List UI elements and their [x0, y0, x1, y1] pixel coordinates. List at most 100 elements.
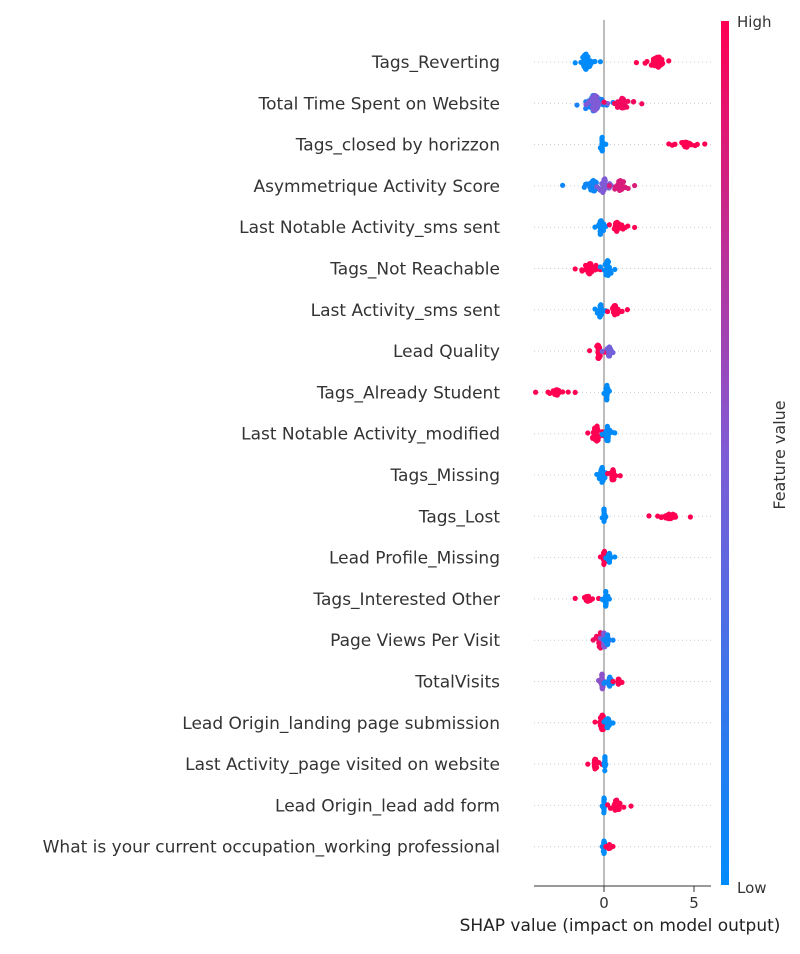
shap-point — [617, 473, 623, 479]
shap-point — [672, 512, 678, 518]
feature-label: Lead Origin_landing page submission — [182, 714, 500, 734]
colorbar: High Low Feature value — [721, 13, 789, 897]
shap-point — [596, 354, 602, 360]
feature-label: Last Activity_page visited on website — [185, 755, 500, 775]
shap-point — [586, 98, 593, 105]
feature-label: Tags_Already Student — [316, 383, 500, 403]
shap-point — [599, 686, 606, 692]
shap-point — [604, 259, 610, 265]
feature-label: Last Activity_sms sent — [311, 301, 501, 321]
shap-point — [622, 224, 628, 231]
shap-point — [593, 99, 599, 105]
shap-point — [614, 101, 620, 107]
shap-point — [667, 515, 674, 522]
shap-point — [587, 262, 593, 268]
shap-point — [600, 475, 606, 481]
shap-point — [602, 762, 608, 768]
shap-point — [612, 266, 618, 273]
shap-point — [658, 514, 664, 521]
shap-point — [572, 266, 578, 272]
shap-point — [605, 308, 611, 315]
feature-label: TotalVisits — [414, 673, 500, 693]
shap-point — [607, 674, 613, 680]
shap-point — [613, 798, 620, 804]
shap-point — [597, 719, 603, 725]
shap-point — [600, 848, 606, 854]
shap-point — [597, 218, 603, 224]
shap-point — [581, 184, 587, 190]
colorbar-title: Feature value — [770, 400, 789, 509]
shap-point — [605, 593, 611, 599]
shap-point — [604, 385, 610, 391]
shap-point — [585, 594, 591, 600]
shap-point — [687, 514, 694, 520]
shap-point — [533, 389, 539, 395]
shap-point — [599, 674, 605, 680]
shap-point — [605, 432, 611, 438]
shap-point — [603, 598, 609, 604]
shap-point — [630, 99, 637, 105]
colorbar-high-label: High — [737, 13, 771, 31]
shap-point — [609, 429, 615, 435]
shap-point — [621, 804, 627, 810]
shap-point — [610, 678, 616, 685]
shap-point — [588, 187, 594, 193]
shap-point — [587, 58, 593, 64]
shap-point — [587, 62, 594, 68]
shap-point — [606, 842, 612, 848]
feature-label: Tags_Missing — [389, 466, 500, 486]
shap-point — [590, 178, 596, 184]
shap-point — [602, 757, 608, 763]
shap-point — [644, 58, 650, 65]
shap-point — [654, 54, 661, 60]
feature-label: Tags_closed by horizzon — [295, 136, 500, 156]
shap-point — [606, 183, 613, 189]
shap-point — [617, 181, 623, 187]
shap-point — [613, 802, 619, 808]
shap-point — [583, 105, 589, 112]
shap-point — [603, 272, 609, 278]
shap-point — [639, 101, 645, 107]
shap-point — [603, 267, 610, 273]
shap-point — [572, 389, 578, 395]
shap-point — [604, 389, 610, 395]
feature-label: Asymmetrique Activity Score — [253, 177, 500, 197]
shap-point — [603, 588, 609, 595]
shap-point — [606, 559, 613, 565]
shap-point — [592, 719, 598, 725]
shap-point — [612, 311, 618, 317]
shap-point — [592, 436, 598, 442]
x-tick-label: 5 — [689, 894, 699, 912]
shap-point — [601, 806, 607, 812]
shap-point — [599, 348, 605, 354]
x-tick-label: 0 — [599, 894, 609, 912]
shap-point — [604, 263, 611, 269]
shap-point — [702, 141, 708, 147]
shap-point — [595, 347, 601, 353]
shap-point — [618, 97, 624, 104]
shap-point — [601, 99, 607, 105]
shap-point — [606, 222, 613, 228]
feature-label: Lead Quality — [393, 342, 500, 362]
colorbar-gradient — [721, 21, 729, 885]
shap-point — [592, 95, 599, 101]
feature-label: Lead Profile_Missing — [329, 549, 500, 569]
shap-point — [599, 145, 605, 152]
shap-point — [602, 768, 608, 774]
shap-points — [533, 51, 708, 857]
shap-point — [582, 262, 589, 269]
shap-point — [609, 473, 616, 479]
shap-point — [574, 102, 580, 108]
shap-point — [601, 795, 607, 801]
feature-rows: Tags_Reverting Total Time Spent on Websit… — [43, 53, 711, 858]
shap-point — [616, 806, 622, 812]
shap-point — [606, 682, 612, 688]
shap-point — [586, 270, 592, 276]
colorbar-low-label: Low — [737, 879, 767, 897]
shap-point — [592, 58, 598, 65]
shap-point — [565, 389, 571, 395]
feature-label: What is your current occupation_working … — [43, 838, 500, 858]
shap-point — [624, 307, 631, 313]
shap-point — [592, 306, 598, 312]
